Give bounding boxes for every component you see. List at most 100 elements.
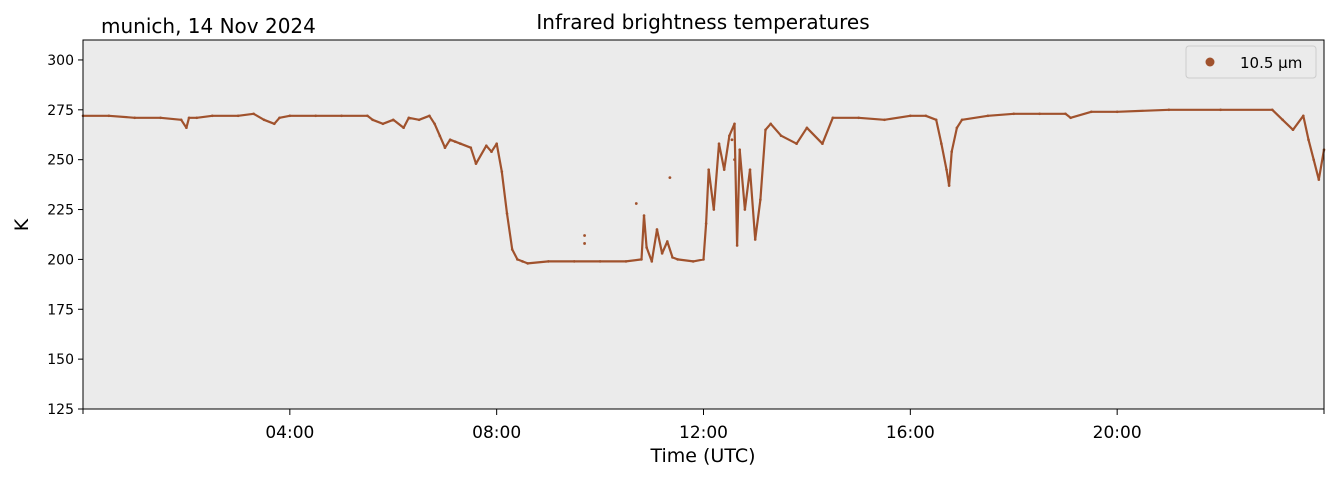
data-point — [642, 214, 646, 217]
x-axis-label: Time (UTC) — [649, 445, 755, 467]
data-point — [717, 142, 721, 146]
plot-background — [83, 40, 1324, 409]
data-point — [381, 122, 385, 126]
data-point — [1291, 128, 1295, 132]
data-point — [1307, 138, 1310, 142]
y-tick-label: 150 — [47, 352, 74, 368]
data-point — [738, 148, 741, 152]
data-point — [769, 122, 773, 126]
x-tick-label: 20:00 — [1093, 423, 1142, 443]
data-point — [764, 128, 767, 132]
data-point — [722, 168, 726, 171]
data-point — [759, 198, 762, 201]
data-point — [947, 184, 951, 187]
data-point — [857, 116, 860, 120]
data-point — [660, 252, 664, 255]
data-point — [366, 114, 369, 118]
data-point — [500, 170, 504, 173]
data-point — [676, 258, 679, 261]
data-point — [707, 168, 710, 171]
data-point — [712, 208, 716, 211]
data-point — [340, 114, 343, 118]
data-point — [159, 116, 162, 120]
data-point — [748, 168, 752, 171]
data-point — [1312, 158, 1315, 161]
y-axis-label: K — [11, 218, 33, 231]
data-point — [883, 118, 886, 122]
data-point — [252, 112, 255, 116]
y-tick-label: 125 — [47, 402, 74, 418]
isolated-data-point — [583, 242, 586, 245]
data-point — [650, 260, 654, 263]
data-point — [526, 262, 529, 265]
data-point — [960, 118, 964, 122]
data-point — [1038, 112, 1041, 116]
y-tick-label: 250 — [47, 153, 74, 169]
data-point — [391, 118, 395, 122]
data-point — [671, 256, 674, 259]
chart-title: Infrared brightness temperatures — [536, 10, 869, 34]
data-point — [1281, 118, 1284, 122]
legend-label: 10.5 µm — [1240, 54, 1302, 72]
y-tick-label: 275 — [47, 103, 74, 119]
data-point — [691, 260, 695, 263]
data-point — [273, 122, 276, 126]
data-point — [624, 260, 628, 263]
data-point — [485, 144, 488, 148]
legend-marker — [1205, 57, 1215, 67]
data-point — [510, 248, 514, 251]
data-point — [438, 134, 442, 138]
isolated-data-point — [634, 202, 638, 205]
data-point — [187, 116, 191, 120]
data-point — [314, 114, 317, 118]
data-point — [733, 122, 736, 126]
data-point — [728, 134, 731, 138]
data-point — [179, 118, 183, 122]
data-point — [210, 114, 214, 118]
data-point — [795, 142, 798, 146]
data-point — [743, 208, 747, 211]
y-tick-label: 175 — [47, 302, 74, 318]
legend-box — [1185, 45, 1317, 79]
data-point — [516, 258, 519, 261]
data-point — [133, 116, 137, 120]
data-point — [934, 118, 938, 122]
isolated-data-point — [730, 138, 734, 142]
data-point — [107, 114, 111, 118]
data-point — [402, 126, 405, 130]
data-point — [262, 118, 266, 122]
data-point — [1317, 178, 1321, 181]
data-point — [909, 114, 912, 118]
y-axis: 125 150 175 200 225 250 275 300 — [47, 53, 83, 418]
x-tick-label: 16:00 — [886, 423, 935, 443]
data-point — [1064, 112, 1067, 116]
y-tick-label: 200 — [47, 252, 74, 268]
data-point — [469, 146, 473, 150]
location-date-label: munich, 14 Nov 2024 — [101, 14, 316, 38]
x-axis: 04:00 08:00 12:00 16:00 20:00 — [82, 409, 1325, 443]
data-point — [1167, 108, 1171, 112]
x-tick-label: 12:00 — [679, 423, 728, 443]
data-point — [459, 142, 462, 146]
data-point — [940, 142, 943, 146]
legend: 10.5 µm — [1185, 45, 1317, 79]
data-point — [1090, 110, 1093, 114]
data-point — [924, 114, 928, 118]
y-tick-label: 225 — [47, 203, 74, 219]
data-point — [704, 222, 708, 225]
data-point — [1115, 110, 1119, 114]
data-point — [236, 114, 240, 118]
data-point — [950, 150, 953, 153]
x-tick-label: 08:00 — [472, 423, 521, 443]
data-point — [1302, 114, 1305, 118]
data-point — [779, 134, 783, 138]
x-tick-label: 04:00 — [265, 423, 314, 443]
data-point — [1069, 116, 1072, 120]
data-point — [474, 162, 478, 165]
data-point — [955, 126, 959, 130]
data-point — [945, 168, 948, 171]
data-point — [490, 150, 493, 153]
data-point — [572, 260, 576, 263]
data-point — [1270, 108, 1274, 112]
